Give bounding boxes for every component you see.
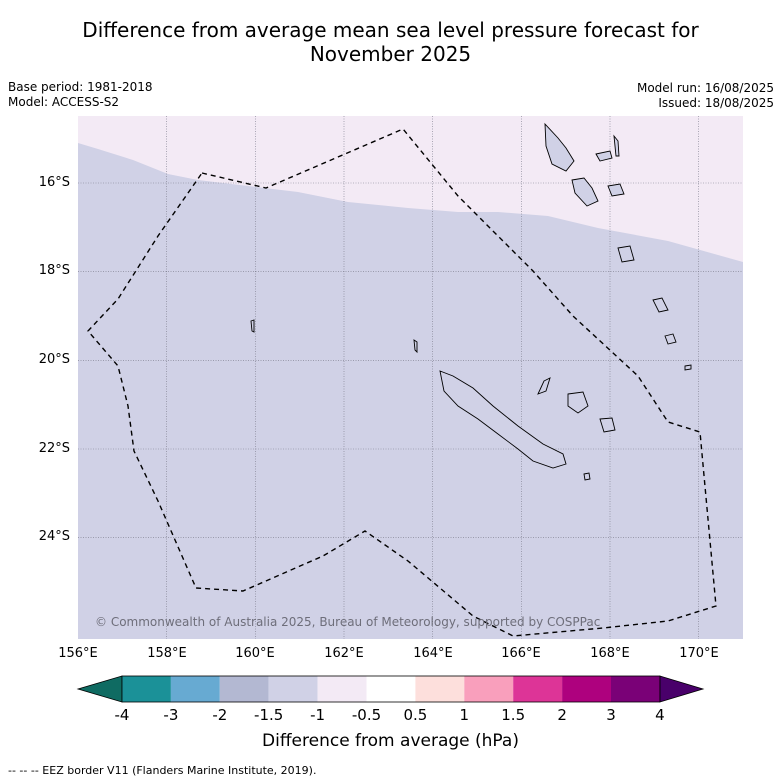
lat-label-18s: 18°S <box>38 263 70 278</box>
lon-label-160e: 160°E <box>235 646 275 661</box>
colorbar <box>76 675 705 703</box>
colorbar-tick-label: 0.5 <box>403 706 428 724</box>
lat-label-24s: 24°S <box>38 529 70 544</box>
colorbar-tick-label: -2 <box>212 706 228 724</box>
map-title: Difference from average mean sea level p… <box>0 18 781 66</box>
colorbar-tick-label: -0.5 <box>351 706 382 724</box>
copyright-text: © Commonwealth of Australia 2025, Bureau… <box>95 615 601 629</box>
lat-label-20s: 20°S <box>38 352 70 367</box>
isle-of-pines <box>583 472 591 481</box>
colorbar-segment <box>562 676 611 702</box>
meta-right: Model run: 16/08/2025 Issued: 18/08/2025 <box>637 81 774 111</box>
new-caledonia-main-island <box>439 370 567 469</box>
colorbar-tick-label: 4 <box>655 706 665 724</box>
colorbar-tick-label: 1.5 <box>501 706 526 724</box>
colorbar-segment <box>268 676 318 702</box>
lon-label-162e: 162°E <box>324 646 364 661</box>
eez-border <box>87 128 717 637</box>
aneityum-island <box>664 333 677 345</box>
colorbar-segment <box>464 676 514 702</box>
lat-label-22s: 22°S <box>38 441 70 456</box>
colorbar-tick-label: -1.5 <box>254 706 284 724</box>
map-title-line1: Difference from average mean sea level p… <box>82 18 699 42</box>
graticule <box>78 116 743 639</box>
meta-left: Base period: 1981-2018 Model: ACCESS-S2 <box>8 80 153 110</box>
lifou-island <box>567 391 589 414</box>
coastlines <box>250 122 692 481</box>
lon-label-156e: 156°E <box>58 646 98 661</box>
tanna-island <box>652 297 669 313</box>
espiritu-santo-island <box>544 122 575 172</box>
colorbar-segment <box>122 676 171 702</box>
erromango-island <box>617 245 635 263</box>
colorbar-title: Difference from average (hPa) <box>262 731 519 751</box>
chesterfield-islands <box>250 319 255 333</box>
colorbar-extend-max <box>659 675 705 703</box>
colorbar-outline <box>121 675 661 703</box>
colorbar-segment <box>366 676 416 702</box>
colorbar-tick-label: -3 <box>163 706 179 724</box>
map-title-line2: November 2025 <box>309 42 472 66</box>
lon-label-164e: 164°E <box>413 646 453 661</box>
efate-island <box>607 183 625 197</box>
matthew-island <box>684 364 692 371</box>
colorbar-segment <box>219 676 269 702</box>
colorbar-tick-label: 1 <box>459 706 470 724</box>
colorbar-tick-label: 2 <box>557 706 567 724</box>
colorbar-segment <box>513 676 563 702</box>
belep-islands <box>413 339 418 354</box>
malekula-island <box>571 177 599 207</box>
colorbar-segment <box>317 676 367 702</box>
colorbar-segment <box>170 676 220 702</box>
weak-positive-anomaly-region <box>78 116 743 262</box>
ambae-island <box>595 150 613 162</box>
mare-island <box>599 417 616 433</box>
lon-label-168e: 168°E <box>590 646 630 661</box>
issued-text: Issued: 18/08/2025 <box>658 96 774 110</box>
lon-label-158e: 158°E <box>147 646 187 661</box>
model-run-text: Model run: 16/08/2025 <box>636 81 774 95</box>
ouvea-island <box>537 377 551 395</box>
base-period-text: Base period: 1981-2018 <box>8 80 153 94</box>
colorbar-extend-min <box>76 675 123 703</box>
colorbar-tick-label: -1 <box>310 706 326 724</box>
colorbar-segment <box>611 676 660 702</box>
colorbar-segment <box>415 676 465 702</box>
colorbar-tick-label: 3 <box>606 706 616 724</box>
lat-label-16s: 16°S <box>38 175 70 190</box>
map-panel <box>78 116 743 639</box>
lon-label-170e: 170°E <box>679 646 719 661</box>
colorbar-tick-label: -4 <box>114 706 130 724</box>
model-text: Model: ACCESS-S2 <box>8 95 120 109</box>
footer-note: -- -- -- EEZ border V11 (Flanders Marine… <box>8 764 317 777</box>
pentecost-island <box>613 134 620 157</box>
lon-label-166e: 166°E <box>501 646 541 661</box>
